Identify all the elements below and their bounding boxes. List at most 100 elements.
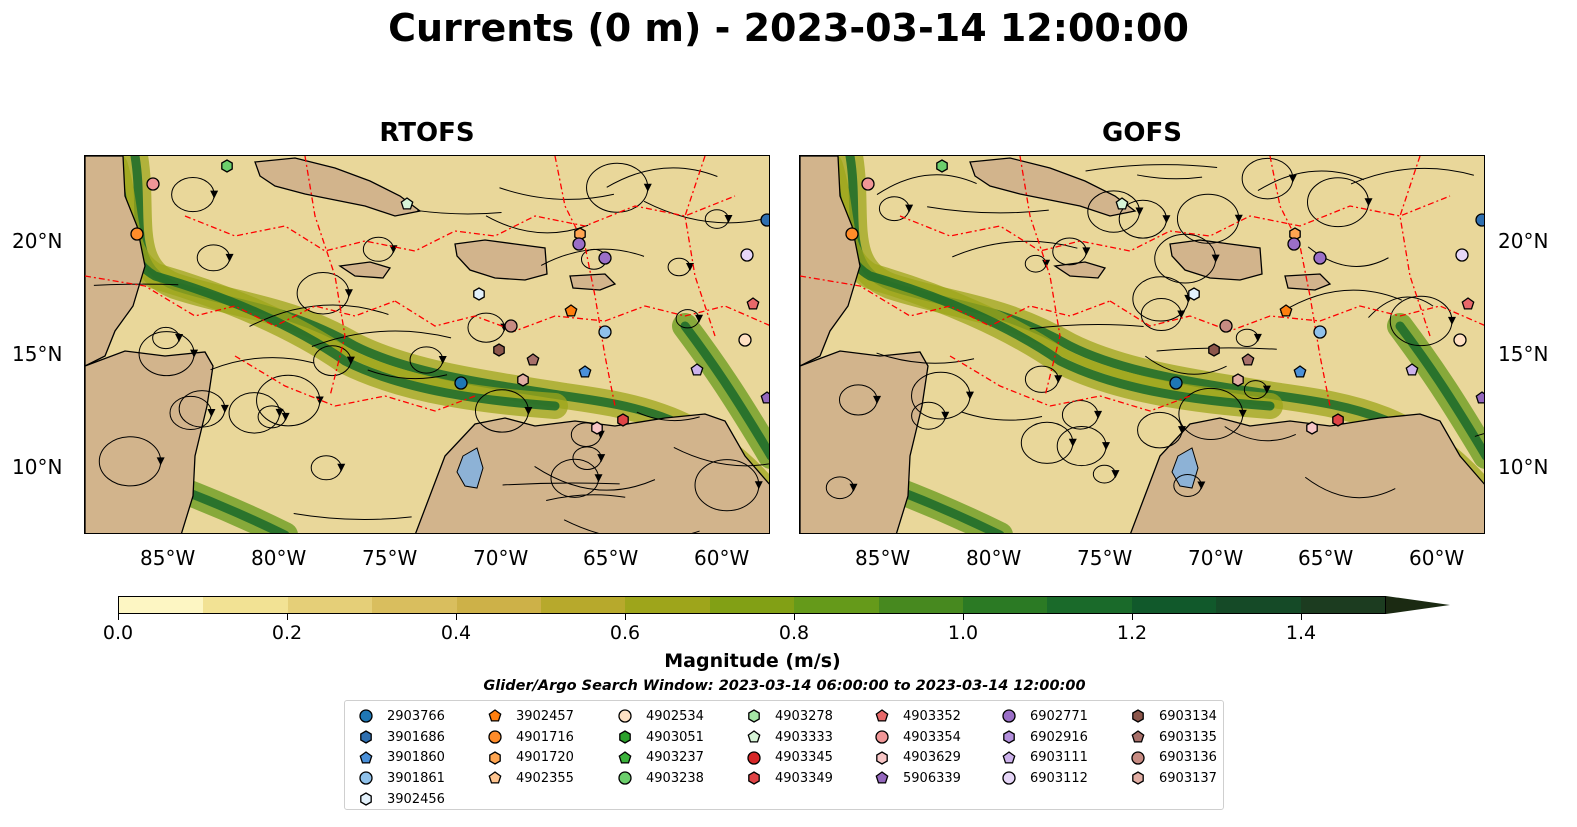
eez-boundary xyxy=(1269,156,1331,407)
legend-item: 4903349 xyxy=(745,768,833,789)
land-mass xyxy=(85,156,146,367)
streamline-arrow xyxy=(1054,375,1063,384)
figure-title: Currents (0 m) - 2023-03-14 12:00:00 xyxy=(388,6,1189,50)
eez-boundary xyxy=(554,156,616,407)
land-mass xyxy=(1284,273,1332,291)
streamline-arrow xyxy=(1094,410,1103,419)
hexagon-marker-icon xyxy=(748,709,760,724)
streamline xyxy=(1061,400,1099,430)
legend-item-label: 4903352 xyxy=(903,708,961,724)
hexagon-marker-icon xyxy=(1132,709,1144,724)
streamline xyxy=(1020,421,1074,464)
legend-item: 6903112 xyxy=(1000,768,1088,789)
streamline-arrow xyxy=(281,412,290,421)
colorbar-segment xyxy=(878,597,964,613)
colorbar-tick-label: 0.4 xyxy=(440,622,472,644)
streamline xyxy=(667,257,691,277)
legend-item-label: 4903333 xyxy=(775,729,833,745)
float-marker xyxy=(1279,304,1293,317)
legend-item: 6903135 xyxy=(1129,727,1217,748)
streamline-arrow xyxy=(210,190,219,199)
streamline-arrow xyxy=(337,463,346,472)
lake xyxy=(1171,447,1199,489)
streamline-arrow xyxy=(1177,310,1186,319)
legend-item-label: 6902771 xyxy=(1030,708,1088,724)
legend-item: 4903354 xyxy=(873,727,961,748)
legend-item: 6903111 xyxy=(1000,747,1088,768)
lon-tick-label: 85°W xyxy=(140,546,196,570)
colorbar-tick-label: 1.4 xyxy=(1285,622,1317,644)
colorbar-segment xyxy=(119,597,204,613)
legend-item: 6903136 xyxy=(1129,747,1217,768)
streamline-arrow xyxy=(685,263,694,272)
current-core xyxy=(680,321,769,461)
float-marker xyxy=(493,343,505,357)
lon-tick-label: 65°W xyxy=(1298,546,1354,570)
legend-item-label: 4901716 xyxy=(516,729,574,745)
colorbar-segment xyxy=(541,597,626,613)
pentagon-marker-icon xyxy=(747,730,761,743)
float-marker xyxy=(400,197,414,210)
streamline-arrow xyxy=(1253,333,1262,342)
streamline-arrow xyxy=(873,395,882,404)
lon-tick-label: 75°W xyxy=(1077,546,1133,570)
float-marker xyxy=(746,297,760,310)
float-marker xyxy=(1219,319,1233,333)
land-mass xyxy=(800,350,929,533)
legend-item-label: 3901861 xyxy=(387,770,445,786)
legend-item: 4903352 xyxy=(873,706,961,727)
streamline-arrow xyxy=(905,204,914,213)
lat-tick-label: 20°N xyxy=(1498,229,1549,253)
legend-item: 5906339 xyxy=(873,768,961,789)
float-legend: 2903766 3901686 3901860 3901861 3902456 39024… xyxy=(344,700,1224,810)
streamline-arrow xyxy=(724,215,733,224)
map-rtofs-graphic xyxy=(85,156,769,533)
float-marker xyxy=(1313,251,1327,265)
eez-boundary xyxy=(800,275,1111,327)
float-marker xyxy=(760,391,769,404)
legend-item: 6903137 xyxy=(1129,768,1217,789)
colorbar-tick xyxy=(287,614,288,620)
streamline xyxy=(417,210,502,215)
eez-boundary xyxy=(1399,156,1431,337)
colorbar-segment xyxy=(1047,597,1132,613)
float-marker xyxy=(617,413,629,427)
streamline-arrow xyxy=(346,356,355,365)
legend-column: 3902457 4901716 4901720 4902355 xyxy=(486,706,574,789)
float-marker xyxy=(517,373,529,387)
colorbar-segment xyxy=(1300,597,1386,613)
legend-item-label: 4902355 xyxy=(516,770,574,786)
hexagon-marker-icon xyxy=(360,730,372,744)
legend-item-label: 6903137 xyxy=(1159,770,1217,786)
legend-item-label: 6903134 xyxy=(1159,708,1217,724)
streamline xyxy=(228,392,281,434)
land-mass xyxy=(569,273,617,291)
panel-title-rtofs: RTOFS xyxy=(379,118,475,148)
streamline-arrow xyxy=(1234,214,1243,223)
legend-item: 6902771 xyxy=(1000,706,1088,727)
float-marker xyxy=(572,237,586,251)
float-marker xyxy=(1453,333,1467,347)
colorbar-segment xyxy=(203,597,288,613)
float-marker xyxy=(1332,413,1344,427)
lat-tick-label: 10°N xyxy=(1498,455,1549,479)
circle-marker-icon xyxy=(1002,771,1016,786)
legend-item-label: 4903629 xyxy=(903,750,961,766)
streamline-arrow xyxy=(597,454,606,463)
pentagon-marker-icon xyxy=(618,750,632,764)
lat-tick-label: 15°N xyxy=(12,342,63,366)
streamline-arrow xyxy=(1177,426,1186,435)
legend-item-label: 6902916 xyxy=(1030,729,1088,745)
streamline xyxy=(256,374,321,427)
eez-boundary xyxy=(899,195,1451,252)
colorbar-tick-label: 0.2 xyxy=(271,622,303,644)
streamline-arrow xyxy=(1111,470,1120,479)
streamline xyxy=(210,357,315,371)
streamline-arrow xyxy=(1162,215,1171,224)
float-marker xyxy=(861,177,875,191)
float-marker xyxy=(1475,213,1484,227)
hexagon-marker-icon xyxy=(619,730,631,744)
lon-tick-label: 70°W xyxy=(473,546,529,570)
colorbar-tick-label: 1.2 xyxy=(1116,622,1148,644)
hexagon-marker-icon xyxy=(876,750,888,765)
